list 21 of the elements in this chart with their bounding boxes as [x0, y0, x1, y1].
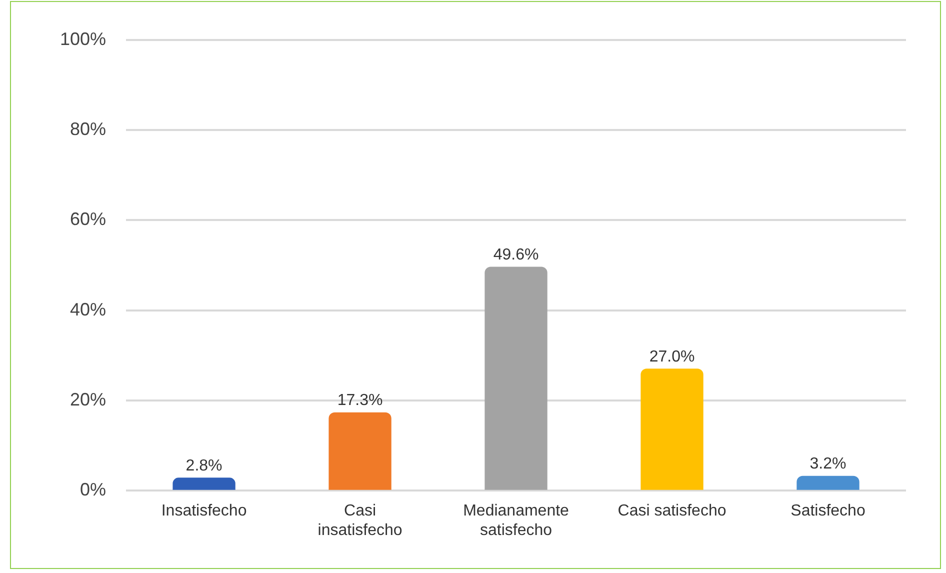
x-tick-label: Casi insatisfecho: [318, 502, 402, 539]
bar: [640, 368, 704, 490]
y-tick-label: 0%: [80, 480, 106, 500]
bar: [328, 412, 392, 490]
y-tick-label: 20%: [70, 389, 106, 410]
data-label: 27.0%: [649, 348, 695, 366]
data-label: 49.6%: [493, 246, 539, 264]
data-label: 3.2%: [810, 456, 846, 473]
y-tick-label: 80%: [70, 119, 106, 140]
y-tick-label: 100%: [60, 28, 106, 49]
x-tick-label: Satisfecho: [790, 502, 866, 520]
bar: [796, 476, 860, 490]
x-tick-label: Medianamente satisfecho: [463, 502, 570, 539]
data-label: 2.8%: [186, 457, 222, 474]
data-label: 17.3%: [337, 392, 383, 410]
x-tick-label: Casi satisfecho: [618, 502, 726, 520]
x-tick-label: Insatisfecho: [161, 502, 247, 520]
bar: [484, 266, 548, 490]
y-tick-label: 60%: [70, 209, 106, 230]
bar: [172, 478, 236, 490]
y-tick-label: 40%: [70, 299, 106, 320]
